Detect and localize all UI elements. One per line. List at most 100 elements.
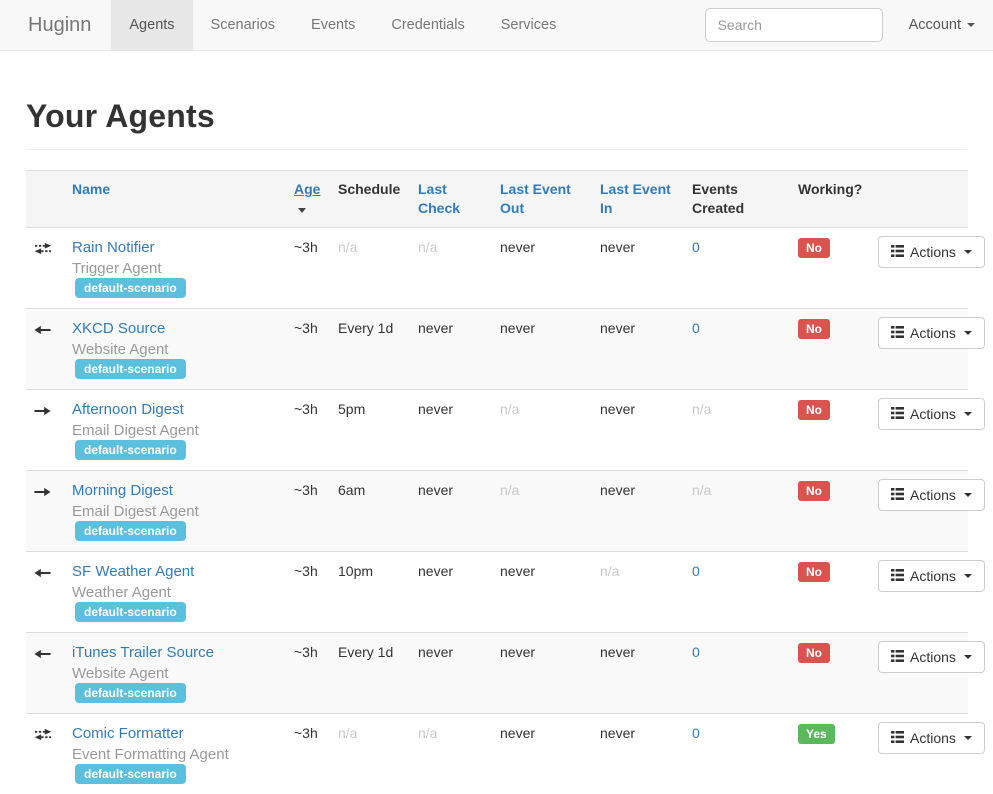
actions-button[interactable]: Actions: [878, 479, 985, 511]
last-event-out-cell: never: [492, 633, 592, 714]
nav-tab-services[interactable]: Services: [483, 0, 575, 50]
navbar: Huginn Agents Scenarios Events Credentia…: [0, 0, 993, 51]
nav-tab-credentials[interactable]: Credentials: [373, 0, 482, 50]
table-row: iTunes Trailer Source Website Agent defa…: [26, 633, 968, 714]
events-created-cell: 0: [684, 228, 790, 309]
age-cell: ~3h: [286, 228, 330, 309]
events-created-cell: n/a: [684, 390, 790, 471]
search-input[interactable]: [705, 8, 883, 42]
working-status-badge: No: [798, 481, 830, 501]
header-last-event-in[interactable]: Last Event In: [600, 181, 671, 216]
agent-name-link[interactable]: Comic Formatter: [72, 724, 278, 743]
chevron-down-icon: [964, 655, 972, 659]
nav-right-group: Account: [705, 0, 993, 50]
scenario-badge[interactable]: default-scenario: [75, 602, 186, 622]
list-icon: [891, 406, 904, 422]
last-event-in-cell: never: [592, 633, 684, 714]
actions-button[interactable]: Actions: [878, 560, 985, 592]
actions-button[interactable]: Actions: [878, 641, 985, 673]
last-event-in-cell: never: [592, 471, 684, 552]
working-status-badge: No: [798, 400, 830, 420]
scenario-badge[interactable]: default-scenario: [75, 683, 186, 703]
actions-button-label: Actions: [910, 568, 956, 584]
chevron-down-icon: [964, 331, 972, 335]
nav-tab-events[interactable]: Events: [293, 0, 373, 50]
chevron-down-icon: [964, 574, 972, 578]
list-icon: [891, 244, 904, 260]
events-created-link[interactable]: 0: [692, 239, 700, 255]
working-status-badge: No: [798, 643, 830, 663]
header-name[interactable]: Name: [72, 181, 110, 197]
arrows-both-icon: [34, 241, 52, 260]
actions-button[interactable]: Actions: [878, 398, 985, 430]
header-age-sort[interactable]: Age: [294, 181, 320, 197]
table-row: SF Weather Agent Weather Agent default-s…: [26, 552, 968, 633]
actions-button[interactable]: Actions: [878, 236, 985, 268]
agent-type-label: Email Digest Agent: [72, 503, 199, 520]
scenario-badge[interactable]: default-scenario: [75, 440, 186, 460]
scenario-badge[interactable]: default-scenario: [75, 278, 186, 298]
scenario-badge[interactable]: default-scenario: [75, 521, 186, 541]
agent-type-label: Website Agent: [72, 665, 168, 682]
age-cell: ~3h: [286, 552, 330, 633]
last-check-cell: never: [410, 471, 492, 552]
agent-name-link[interactable]: Rain Notifier: [72, 238, 278, 257]
last-event-in-cell: never: [592, 309, 684, 390]
arrow-left-icon: [34, 322, 51, 341]
agent-name-link[interactable]: SF Weather Agent: [72, 562, 278, 581]
agent-name-link[interactable]: Afternoon Digest: [72, 400, 278, 419]
table-header-row: Name Age Schedule Last Check Last Event …: [26, 171, 968, 228]
actions-button-label: Actions: [910, 649, 956, 665]
agent-name-link[interactable]: XKCD Source: [72, 319, 278, 338]
list-icon: [891, 649, 904, 665]
agent-type-label: Website Agent: [72, 341, 168, 358]
last-event-out-cell: never: [492, 552, 592, 633]
events-created-cell: 0: [684, 552, 790, 633]
header-schedule: Schedule: [330, 171, 410, 228]
events-created-cell: n/a: [684, 471, 790, 552]
nav-tab-scenarios[interactable]: Scenarios: [193, 0, 293, 50]
header-last-check[interactable]: Last Check: [418, 181, 460, 216]
chevron-down-icon: [964, 736, 972, 740]
events-created-link[interactable]: 0: [692, 320, 700, 336]
last-check-cell: n/a: [410, 228, 492, 309]
scenario-badge[interactable]: default-scenario: [75, 764, 186, 784]
events-created-link[interactable]: 0: [692, 725, 700, 741]
agent-type-label: Email Digest Agent: [72, 422, 199, 439]
nav-tab-agents[interactable]: Agents: [111, 0, 192, 50]
actions-button-label: Actions: [910, 487, 956, 503]
events-created-link[interactable]: 0: [692, 644, 700, 660]
actions-button[interactable]: Actions: [878, 722, 985, 754]
last-event-in-cell: never: [592, 390, 684, 471]
header-events-created: Events Created: [684, 171, 790, 228]
age-cell: ~3h: [286, 633, 330, 714]
main-content: Your Agents Name Age Schedule Last Check…: [0, 98, 993, 794]
scenario-badge[interactable]: default-scenario: [75, 359, 186, 379]
table-row: Morning Digest Email Digest Agent defaul…: [26, 471, 968, 552]
brand-logo[interactable]: Huginn: [0, 0, 111, 50]
last-event-out-cell: never: [492, 228, 592, 309]
actions-button-label: Actions: [910, 730, 956, 746]
actions-button-label: Actions: [910, 244, 956, 260]
last-check-cell: n/a: [410, 714, 492, 794]
arrow-right-icon: [34, 403, 51, 422]
events-created-link[interactable]: 0: [692, 563, 700, 579]
age-cell: ~3h: [286, 471, 330, 552]
header-last-event-out[interactable]: Last Event Out: [500, 181, 571, 216]
table-row: Comic Formatter Event Formatting Agent d…: [26, 714, 968, 794]
agent-name-link[interactable]: iTunes Trailer Source: [72, 643, 278, 662]
account-menu[interactable]: Account: [909, 17, 975, 33]
arrow-right-icon: [34, 484, 51, 503]
last-check-cell: never: [410, 390, 492, 471]
last-check-cell: never: [410, 309, 492, 390]
actions-button[interactable]: Actions: [878, 317, 985, 349]
last-event-in-cell: n/a: [592, 552, 684, 633]
age-cell: ~3h: [286, 309, 330, 390]
table-row: XKCD Source Website Agent default-scenar…: [26, 309, 968, 390]
agent-name-link[interactable]: Morning Digest: [72, 481, 278, 500]
last-check-cell: never: [410, 552, 492, 633]
schedule-cell: Every 1d: [330, 309, 410, 390]
arrow-left-icon: [34, 646, 51, 665]
list-icon: [891, 325, 904, 341]
actions-button-label: Actions: [910, 406, 956, 422]
